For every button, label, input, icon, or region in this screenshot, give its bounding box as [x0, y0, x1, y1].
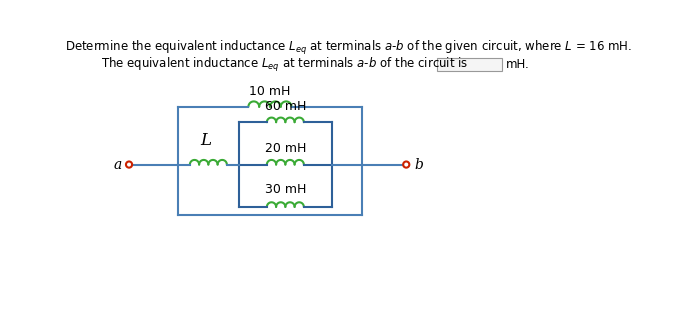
Text: 20 mH: 20 mH	[265, 142, 306, 155]
Text: 10 mH: 10 mH	[250, 85, 290, 98]
Text: a: a	[113, 158, 121, 172]
Bar	[437, 58, 503, 71]
Text: Determine the equivalent inductance $\mathit{L}_{\mathit{eq}}$ at terminals $\ma: Determine the equivalent inductance $\ma…	[65, 39, 632, 56]
Text: The equivalent inductance $\mathit{L}_{\mathit{eq}}$ at terminals $\mathit{a}$-$: The equivalent inductance $\mathit{L}_{\…	[101, 56, 468, 74]
Text: 60 mH: 60 mH	[265, 100, 306, 113]
Text: mH.: mH.	[507, 58, 530, 71]
Text: L: L	[200, 132, 211, 149]
Text: 30 mH: 30 mH	[265, 183, 306, 196]
Text: b: b	[414, 158, 423, 172]
